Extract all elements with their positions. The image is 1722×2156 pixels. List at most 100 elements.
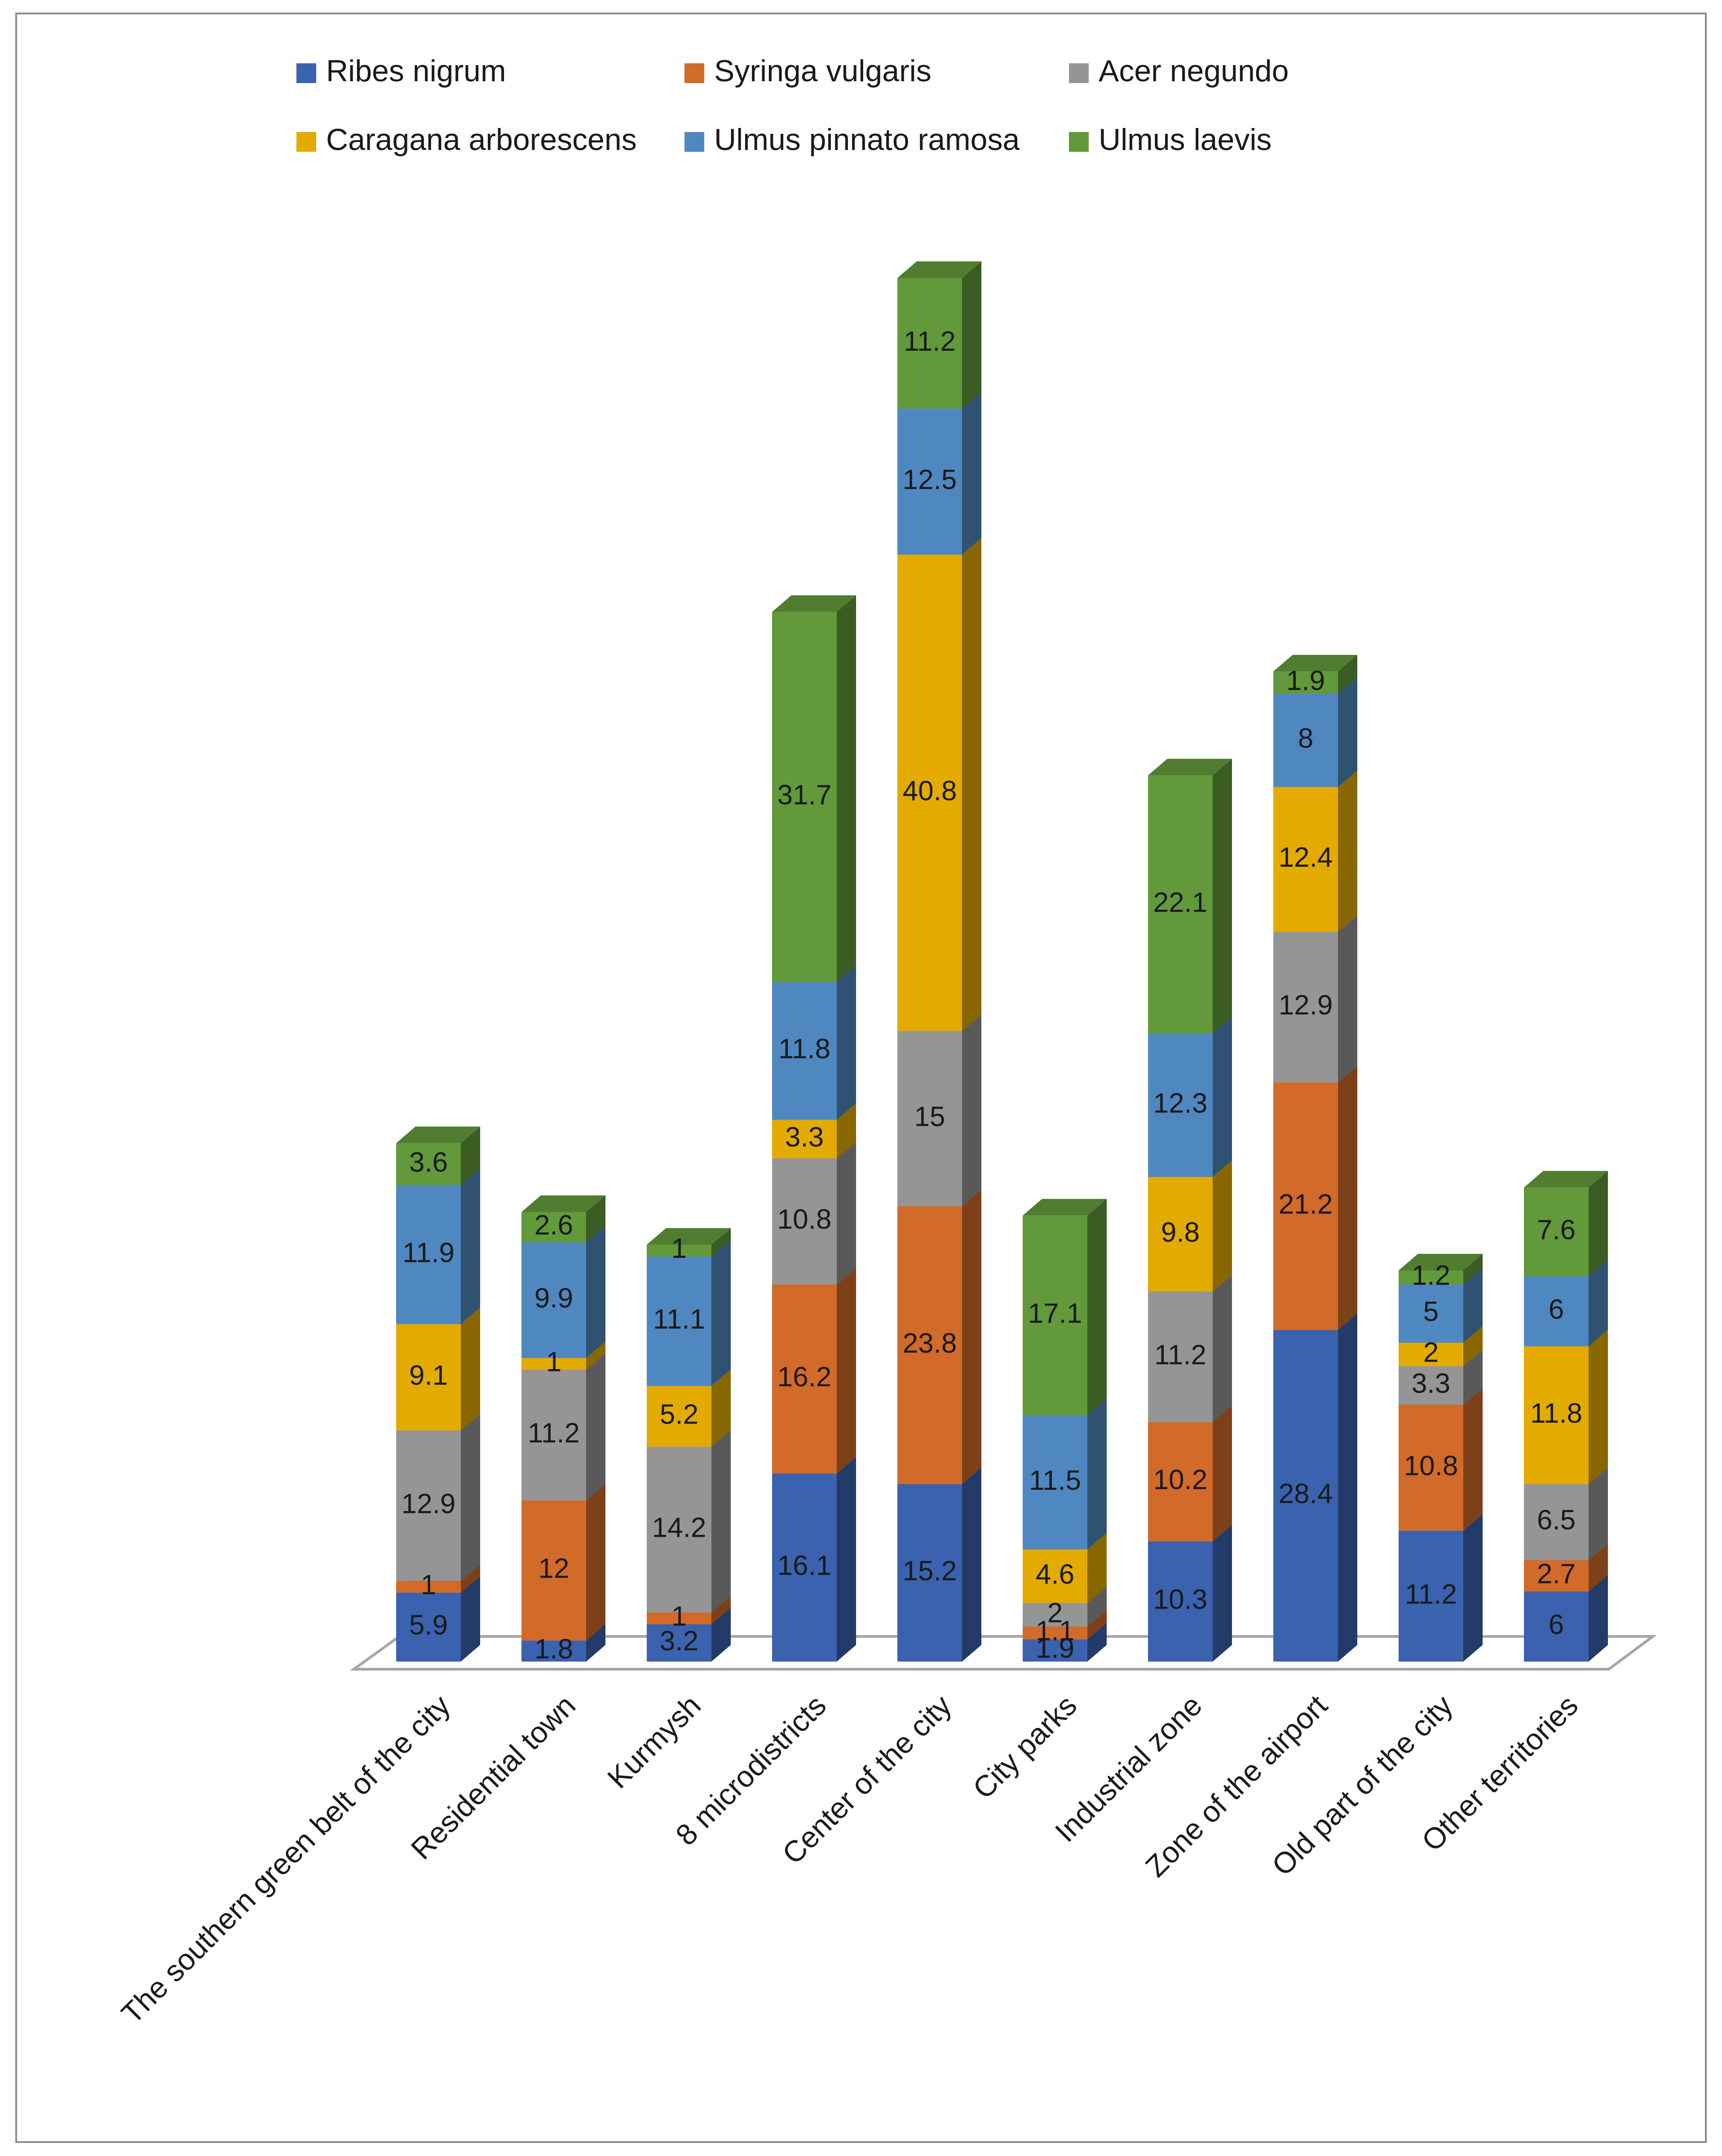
bar-segment (1524, 1484, 1589, 1560)
bar-segment (1148, 1177, 1213, 1292)
bar-side (1213, 1274, 1232, 1422)
value-label: 12.4 (1279, 842, 1333, 873)
bar-side (586, 1341, 605, 1370)
legend-label: Ulmus pinnato ramosa (714, 123, 1020, 157)
bar-stack (1273, 655, 1357, 1662)
bar-segment (1273, 1330, 1338, 1662)
bar-side (461, 1564, 480, 1593)
value-label: 2 (1047, 1597, 1063, 1628)
value-label: 9.9 (534, 1283, 573, 1314)
value-label: 11.2 (904, 326, 956, 357)
bar-side (837, 965, 856, 1120)
bar-segment (396, 1592, 461, 1662)
bar-segment (772, 1473, 837, 1662)
value-label: 14.2 (652, 1512, 706, 1543)
bar-side (962, 261, 981, 409)
bar-segment (1524, 1346, 1589, 1484)
value-label: 9.1 (409, 1360, 448, 1391)
value-label: 12.9 (402, 1488, 456, 1519)
bar-segment (1524, 1187, 1589, 1276)
bar-segment (1524, 1276, 1589, 1346)
bar-side (1087, 1610, 1107, 1640)
legend-label: Ribes nigrum (326, 54, 506, 88)
chart-frame (15, 13, 1707, 2143)
bar-segment (897, 409, 962, 555)
value-label: 6.5 (1537, 1505, 1576, 1536)
legend-label: Ulmus laevis (1099, 123, 1272, 157)
value-label: 11.2 (528, 1418, 580, 1449)
bar-segment (1273, 1082, 1338, 1330)
value-label: 1.8 (534, 1634, 573, 1665)
value-label: 7.6 (1537, 1215, 1576, 1246)
bar-side (711, 1369, 731, 1447)
bar-side (1463, 1514, 1483, 1662)
bar-side (1589, 1330, 1608, 1484)
bar-segment (1524, 1560, 1589, 1592)
bar-side (1213, 1160, 1232, 1292)
bar-segment (772, 1158, 837, 1285)
bar-segment (1023, 1549, 1087, 1603)
bar-segment (521, 1212, 586, 1243)
value-label: 15.2 (903, 1556, 957, 1587)
value-label: 3.3 (785, 1122, 824, 1153)
value-label: 11.5 (1029, 1465, 1081, 1496)
bar-stack (897, 261, 981, 1662)
bar-side (837, 1457, 856, 1662)
bar-top (1273, 655, 1357, 672)
bar-segment (1399, 1343, 1463, 1367)
bar-top (1023, 1199, 1107, 1216)
bar-side (586, 1624, 605, 1662)
value-label: 1 (421, 1570, 436, 1600)
value-label: 10.3 (1153, 1584, 1208, 1615)
bar-segment (1399, 1530, 1463, 1662)
bar-segment (897, 278, 962, 409)
value-label: 31.7 (777, 780, 832, 811)
value-label: 12 (539, 1553, 570, 1584)
bar-segment (1273, 671, 1338, 694)
bar-segment (521, 1500, 586, 1641)
value-label: 17.1 (1028, 1298, 1082, 1329)
bar-segment (1148, 1291, 1213, 1422)
bar-side (1338, 770, 1357, 932)
value-label: 2.7 (1537, 1558, 1576, 1589)
bar-segment (647, 1624, 711, 1662)
value-label: 1 (671, 1233, 687, 1264)
legend-label: Syringa vulgaris (714, 54, 932, 88)
legend-swatch (1069, 132, 1089, 152)
bar-side (1463, 1326, 1483, 1367)
bar-side (461, 1126, 480, 1186)
bar-side (1087, 1199, 1107, 1415)
bar-side (1463, 1349, 1483, 1405)
value-label: 1 (546, 1346, 561, 1377)
value-label: 1.2 (1412, 1260, 1450, 1291)
bar-segment (647, 1612, 711, 1624)
legend-swatch (296, 132, 316, 152)
bar-top (1148, 758, 1232, 776)
value-label: 10.8 (777, 1204, 832, 1235)
bar-side (711, 1239, 731, 1386)
bar-segment (396, 1185, 461, 1324)
bar-segment (521, 1242, 586, 1358)
value-label: 6 (1549, 1294, 1564, 1325)
value-label: 22.1 (1153, 887, 1208, 918)
value-label: 23.8 (903, 1328, 957, 1359)
bar-side (1087, 1587, 1107, 1627)
bar-stack (396, 1126, 480, 1662)
bar-top (897, 261, 981, 278)
bar-side (1463, 1254, 1483, 1285)
bar-side (1213, 1525, 1232, 1662)
bar-stack (1023, 1199, 1107, 1662)
bar-side (1213, 1406, 1232, 1542)
bar-top (521, 1195, 605, 1212)
bar-side (1589, 1543, 1608, 1592)
bar-side (461, 1576, 480, 1662)
bar-side (1338, 677, 1357, 787)
bar-stack (772, 595, 856, 1662)
bar-side (1213, 758, 1232, 1034)
value-label: 1 (671, 1601, 687, 1632)
value-label: 40.8 (903, 776, 957, 807)
value-label: 12.5 (903, 464, 957, 495)
value-label: 3.6 (409, 1147, 448, 1178)
